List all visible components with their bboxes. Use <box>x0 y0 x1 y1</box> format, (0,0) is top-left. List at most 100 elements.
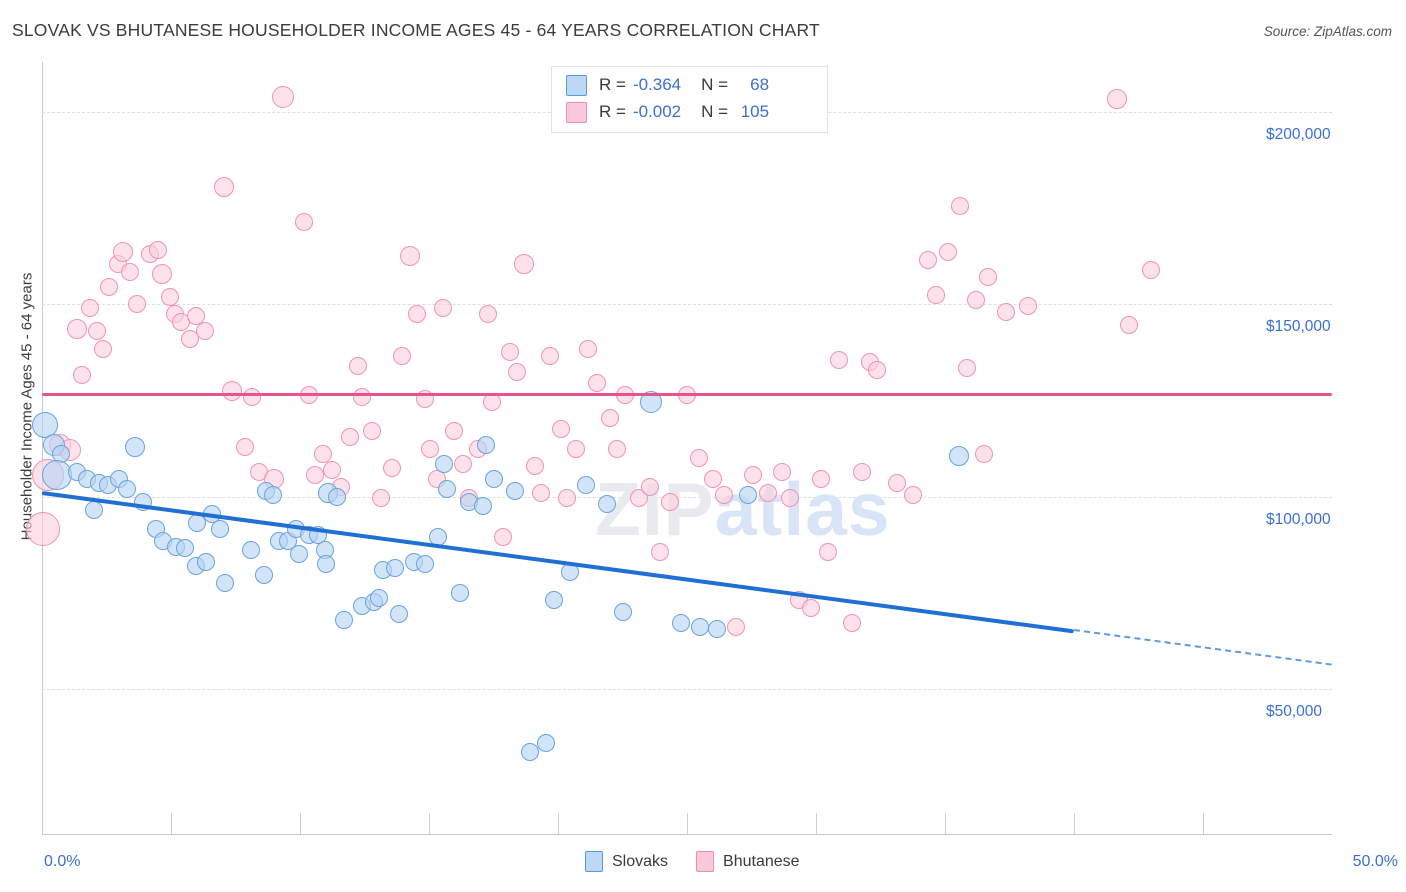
scatter-point-bhutanese <box>1120 316 1139 335</box>
legend-label-slovaks: Slovaks <box>612 852 669 870</box>
scatter-point-bhutanese <box>93 339 112 358</box>
scatter-point-slovaks <box>707 620 726 639</box>
stat-n-value: 68 <box>750 75 770 94</box>
scatter-point-slovaks <box>334 610 353 629</box>
scatter-point-bhutanese <box>507 362 526 381</box>
scatter-point-slovaks <box>450 583 469 602</box>
x-axis-tick <box>945 813 946 834</box>
stat-n-label: N = <box>701 75 729 94</box>
scatter-point-slovaks <box>196 552 215 571</box>
scatter-point-bhutanese <box>363 422 382 441</box>
scatter-point-bhutanese <box>608 439 627 458</box>
scatter-point-bhutanese <box>100 277 119 296</box>
x-axis-max-label: 50.0% <box>1352 853 1398 870</box>
scatter-point-slovaks <box>613 602 632 621</box>
scatter-point-bhutanese <box>493 527 512 546</box>
scatter-point-bhutanese <box>128 295 147 314</box>
scatter-point-bhutanese <box>661 493 680 512</box>
scatter-point-bhutanese <box>352 387 371 406</box>
stat-row-slovaks: R = -0.364 N = 68 <box>566 73 769 97</box>
scatter-point-bhutanese <box>88 322 107 341</box>
gridline <box>42 496 1332 498</box>
scatter-point-bhutanese <box>525 456 544 475</box>
scatter-point-bhutanese <box>888 474 907 493</box>
scatter-point-slovaks <box>598 495 617 514</box>
scatter-point-slovaks <box>211 520 230 539</box>
scatter-point-bhutanese <box>801 599 820 618</box>
scatter-point-bhutanese <box>514 253 535 274</box>
scatter-point-bhutanese <box>926 285 945 304</box>
x-axis-line <box>42 834 1332 835</box>
scatter-point-bhutanese <box>951 197 970 216</box>
scatter-point-slovaks <box>176 539 195 558</box>
scatter-point-bhutanese <box>759 483 778 502</box>
scatter-point-bhutanese <box>235 437 254 456</box>
scatter-point-bhutanese <box>1106 88 1127 109</box>
legend-swatch-bhutanese-icon <box>696 851 715 872</box>
legend-item-bhutanese[interactable]: Bhutanese <box>696 851 800 872</box>
x-axis-tick <box>429 813 430 834</box>
scatter-point-bhutanese <box>773 462 792 481</box>
scatter-point-bhutanese <box>349 356 368 375</box>
scatter-point-slovaks <box>949 446 970 467</box>
scatter-point-bhutanese <box>181 329 200 348</box>
scatter-point-slovaks <box>671 614 690 633</box>
scatter-point-bhutanese <box>640 477 659 496</box>
scatter-point-bhutanese <box>372 489 391 508</box>
scatter-point-bhutanese <box>715 485 734 504</box>
scatter-point-slovaks <box>438 479 457 498</box>
scatter-point-slovaks <box>545 591 564 610</box>
y-axis-title: Householder Income Ages 45 - 64 years <box>18 272 36 541</box>
scatter-point-bhutanese <box>113 242 134 263</box>
scatter-point-bhutanese <box>812 470 831 489</box>
scatter-point-bhutanese <box>830 351 849 370</box>
scatter-point-bhutanese <box>213 176 234 197</box>
scatter-point-bhutanese <box>1142 260 1161 279</box>
series-legend: Slovaks Bhutanese <box>585 851 818 872</box>
scatter-point-bhutanese <box>867 360 886 379</box>
scatter-point-bhutanese <box>272 85 295 108</box>
scatter-point-bhutanese <box>843 614 862 633</box>
scatter-point-bhutanese <box>26 512 61 547</box>
scatter-point-slovaks <box>484 470 503 489</box>
scatter-point-bhutanese <box>996 302 1015 321</box>
x-axis-tick <box>687 813 688 834</box>
trend-line-slovaks-extrapolated <box>1073 629 1333 666</box>
scatter-point-bhutanese <box>781 489 800 508</box>
scatter-point-slovaks <box>216 574 235 593</box>
scatter-point-slovaks <box>416 554 435 573</box>
correlation-stats-legend: R = -0.364 N = 68 R = -0.002 N = 105 <box>551 66 828 133</box>
scatter-point-bhutanese <box>1018 297 1037 316</box>
gridline <box>42 688 1332 690</box>
scatter-point-bhutanese <box>195 322 214 341</box>
gridline <box>42 304 1332 306</box>
y-axis-line <box>42 62 43 835</box>
legend-label-bhutanese: Bhutanese <box>723 852 800 870</box>
scatter-point-bhutanese <box>578 339 597 358</box>
x-axis-tick <box>816 813 817 834</box>
scatter-point-slovaks <box>42 460 73 491</box>
scatter-point-slovaks <box>289 545 308 564</box>
scatter-point-bhutanese <box>392 347 411 366</box>
y-axis-tick-label: $50,000 <box>1266 702 1323 720</box>
stat-r-value: -0.364 <box>632 75 682 94</box>
legend-item-slovaks[interactable]: Slovaks <box>585 851 668 872</box>
stat-n-label: N = <box>701 102 729 121</box>
scatter-point-bhutanese <box>66 319 87 340</box>
scatter-point-bhutanese <box>818 543 837 562</box>
scatter-point-slovaks <box>328 487 347 506</box>
legend-swatch-slovaks-icon <box>585 851 603 872</box>
scatter-point-bhutanese <box>151 263 172 284</box>
scatter-point-bhutanese <box>421 439 440 458</box>
stat-r-value: -0.002 <box>632 102 682 121</box>
scatter-point-slovaks <box>316 554 335 573</box>
scatter-point-bhutanese <box>453 454 472 473</box>
scatter-point-bhutanese <box>479 304 498 323</box>
scatter-point-bhutanese <box>853 462 872 481</box>
scatter-point-bhutanese <box>483 393 502 412</box>
scatter-point-bhutanese <box>408 304 427 323</box>
swatch-bhutanese-icon <box>566 101 587 123</box>
y-axis-tick-label: $100,000 <box>1266 510 1331 528</box>
scatter-point-bhutanese <box>323 460 342 479</box>
scatter-point-bhutanese <box>541 347 560 366</box>
